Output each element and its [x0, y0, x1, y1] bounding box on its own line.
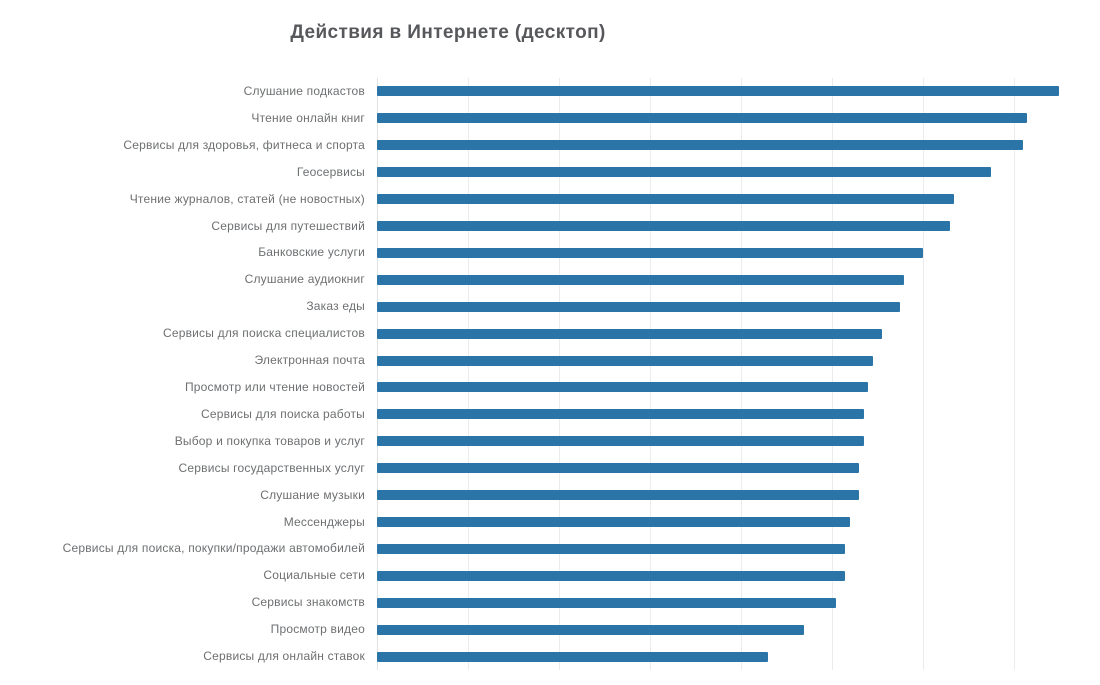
- category-label: Сервисы государственных услуг: [178, 460, 365, 475]
- plot-area: [377, 78, 1100, 670]
- gridline: [1013, 78, 1015, 670]
- category-label: Слушание подкастов: [243, 84, 365, 98]
- bar: [377, 597, 837, 608]
- bar: [377, 167, 991, 178]
- bar: [377, 436, 864, 447]
- bar: [377, 624, 805, 635]
- category-label: Слушание музыки: [260, 487, 365, 502]
- category-label: Социальные сети: [263, 568, 365, 583]
- category-label: Слушание аудиокниг: [244, 272, 365, 287]
- category-label: Чтение онлайн книг: [251, 110, 365, 125]
- bar: [377, 328, 882, 339]
- category-label: Мессенджеры: [283, 514, 365, 529]
- category-label: Геосервисы: [296, 164, 365, 179]
- bar: [377, 409, 864, 420]
- category-label: Сервисы для здоровья, фитнеса и спорта: [123, 137, 365, 152]
- category-label: Сервисы для поиска специалистов: [162, 326, 365, 341]
- category-label: Сервисы для онлайн ставок: [203, 649, 365, 664]
- bar: [377, 517, 850, 527]
- category-labels: Слушание подкастов Чтение онлайн книг Серв…: [0, 78, 371, 670]
- gridline: [558, 78, 560, 670]
- bar: [377, 194, 955, 205]
- bar: [377, 570, 846, 581]
- gridline: [831, 78, 833, 670]
- bar: [377, 463, 859, 474]
- category-label: Сервисы для поиска, покупки/продажи авто…: [62, 541, 365, 556]
- bar: [377, 355, 873, 366]
- bar: [377, 274, 905, 285]
- chart-title: Действия в Интернете (десктоп): [290, 22, 606, 43]
- category-label: Просмотр видео: [270, 622, 365, 637]
- bar: [377, 490, 859, 501]
- gridline: [922, 78, 924, 670]
- bar: [377, 113, 1028, 124]
- category-label: Заказ еды: [306, 299, 365, 314]
- category-label: Банковские услуги: [258, 245, 365, 260]
- bar: [377, 382, 869, 393]
- bar: [377, 651, 769, 662]
- category-label: Просмотр или чтение новостей: [184, 380, 365, 394]
- bar: [377, 301, 900, 312]
- category-label: Сервисы для поиска работы: [200, 406, 365, 421]
- category-label: Электронная почта: [254, 353, 365, 368]
- bar: [377, 221, 950, 231]
- category-label: Сервисы знакомств: [251, 595, 365, 610]
- gridline: [649, 78, 651, 670]
- gridline: [467, 78, 469, 670]
- bar: [377, 543, 846, 554]
- y-axis-line: [377, 78, 378, 670]
- category-label: Сервисы для путешествий: [211, 218, 365, 233]
- bar: [377, 140, 1023, 151]
- category-label: Чтение журналов, статей (не новостных): [129, 191, 365, 206]
- gridline: [740, 78, 742, 670]
- category-label: Выбор и покупка товаров и услуг: [174, 433, 365, 448]
- bar: [377, 86, 1060, 97]
- bar: [377, 247, 923, 258]
